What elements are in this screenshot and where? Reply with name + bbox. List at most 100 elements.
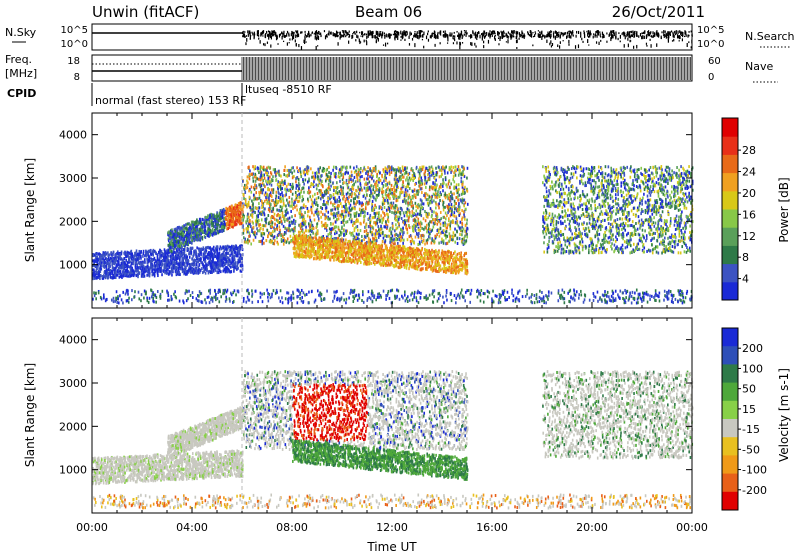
noise-sample [512, 30, 514, 32]
echo-cell [384, 192, 387, 196]
noise-sample [633, 33, 636, 38]
echo-cell [179, 250, 181, 254]
noise-sample [304, 33, 306, 37]
echo-cell [167, 267, 169, 271]
noise-sample [363, 39, 365, 43]
echo-cell [112, 273, 115, 277]
echo-cell [125, 258, 128, 262]
echo-cell [137, 268, 139, 272]
noise-sample [383, 32, 386, 34]
echo-cell [361, 208, 363, 212]
echo-cell [351, 207, 353, 211]
station-title: Unwin (fitACF) [92, 3, 199, 21]
noise-sample [520, 34, 522, 37]
echo-cell [96, 276, 98, 280]
echo-cell [338, 195, 340, 199]
noise-sample [375, 39, 377, 43]
echo-cell [331, 208, 334, 212]
echo-cell [226, 222, 228, 226]
echo-cell [219, 261, 222, 265]
noise-sample [272, 30, 274, 35]
echo-cell [127, 253, 130, 257]
echo-cell [197, 268, 200, 272]
echo-cell [190, 220, 193, 224]
noise-sample [365, 33, 368, 36]
echo-cell [215, 266, 217, 270]
noise-sample [549, 42, 551, 46]
echo-cell [206, 215, 209, 219]
echo-cell [160, 259, 163, 263]
echo-cell [105, 264, 107, 268]
echo-cell [160, 253, 163, 257]
echo-cell [189, 267, 192, 271]
noise-sample [483, 40, 485, 44]
noise-sample [359, 40, 361, 45]
noise-sample [497, 33, 499, 36]
echo-cell [195, 238, 198, 242]
echo-cell [110, 269, 113, 273]
noise-sample [681, 34, 684, 38]
noise-sample [427, 30, 429, 33]
echo-cell [239, 222, 241, 226]
echo-cell [117, 262, 119, 266]
echo-cell [154, 264, 157, 268]
echo-cell [415, 204, 417, 208]
noise-sample [270, 35, 273, 40]
echo-cell [133, 254, 136, 258]
echo-cell [142, 270, 145, 274]
echo-cell [238, 218, 241, 222]
echo-cell [226, 244, 229, 248]
echo-cell [395, 223, 397, 227]
noise-sample [635, 32, 638, 37]
noise-sample [459, 41, 461, 46]
echo-cell [147, 268, 150, 272]
noise-sample [483, 33, 485, 36]
noise-sample [667, 34, 669, 37]
echo-cell [223, 222, 226, 226]
noise-sample [451, 32, 453, 36]
echo-cell [178, 267, 180, 271]
noise-sample [687, 34, 689, 38]
noise-sample [445, 32, 447, 38]
echo-cell [230, 252, 233, 256]
echo-cell [208, 269, 211, 273]
echo-cell [236, 251, 238, 255]
echo-cell [245, 220, 247, 224]
echo-cell [144, 254, 146, 258]
echo-cell [173, 266, 175, 270]
noise-sample [642, 35, 644, 40]
noise-sample [405, 34, 407, 37]
noise-sample [474, 34, 477, 39]
echo-cell [237, 246, 240, 250]
noise-sample [484, 35, 487, 38]
echo-cell [225, 208, 228, 212]
echo-cell [204, 264, 207, 268]
noise-sample [348, 34, 351, 37]
echo-cell [128, 256, 130, 260]
echo-cell [187, 222, 189, 226]
noise-sample [500, 30, 502, 33]
noise-sample [324, 35, 327, 40]
noise-sample [551, 43, 554, 45]
noise-sample [624, 35, 626, 40]
echo-cell [259, 226, 262, 230]
echo-cell [267, 214, 270, 218]
echo-cell [221, 255, 223, 259]
nsky-tick-top: 10^5 [61, 25, 88, 36]
echo-cell [214, 214, 217, 218]
echo-cell [235, 245, 238, 249]
noise-sample [477, 31, 479, 35]
noise-sample [388, 33, 391, 37]
echo-cell [221, 246, 223, 250]
echo-cell [102, 251, 105, 255]
noise-sample [244, 35, 246, 38]
noise-sample [371, 35, 373, 39]
echo-cell [126, 270, 129, 274]
echo-cell [158, 261, 161, 265]
noise-sample [317, 45, 319, 47]
noise-sample [507, 31, 509, 34]
noise-sample [597, 31, 599, 36]
noise-sample [622, 32, 624, 34]
echo-cell [123, 251, 125, 255]
